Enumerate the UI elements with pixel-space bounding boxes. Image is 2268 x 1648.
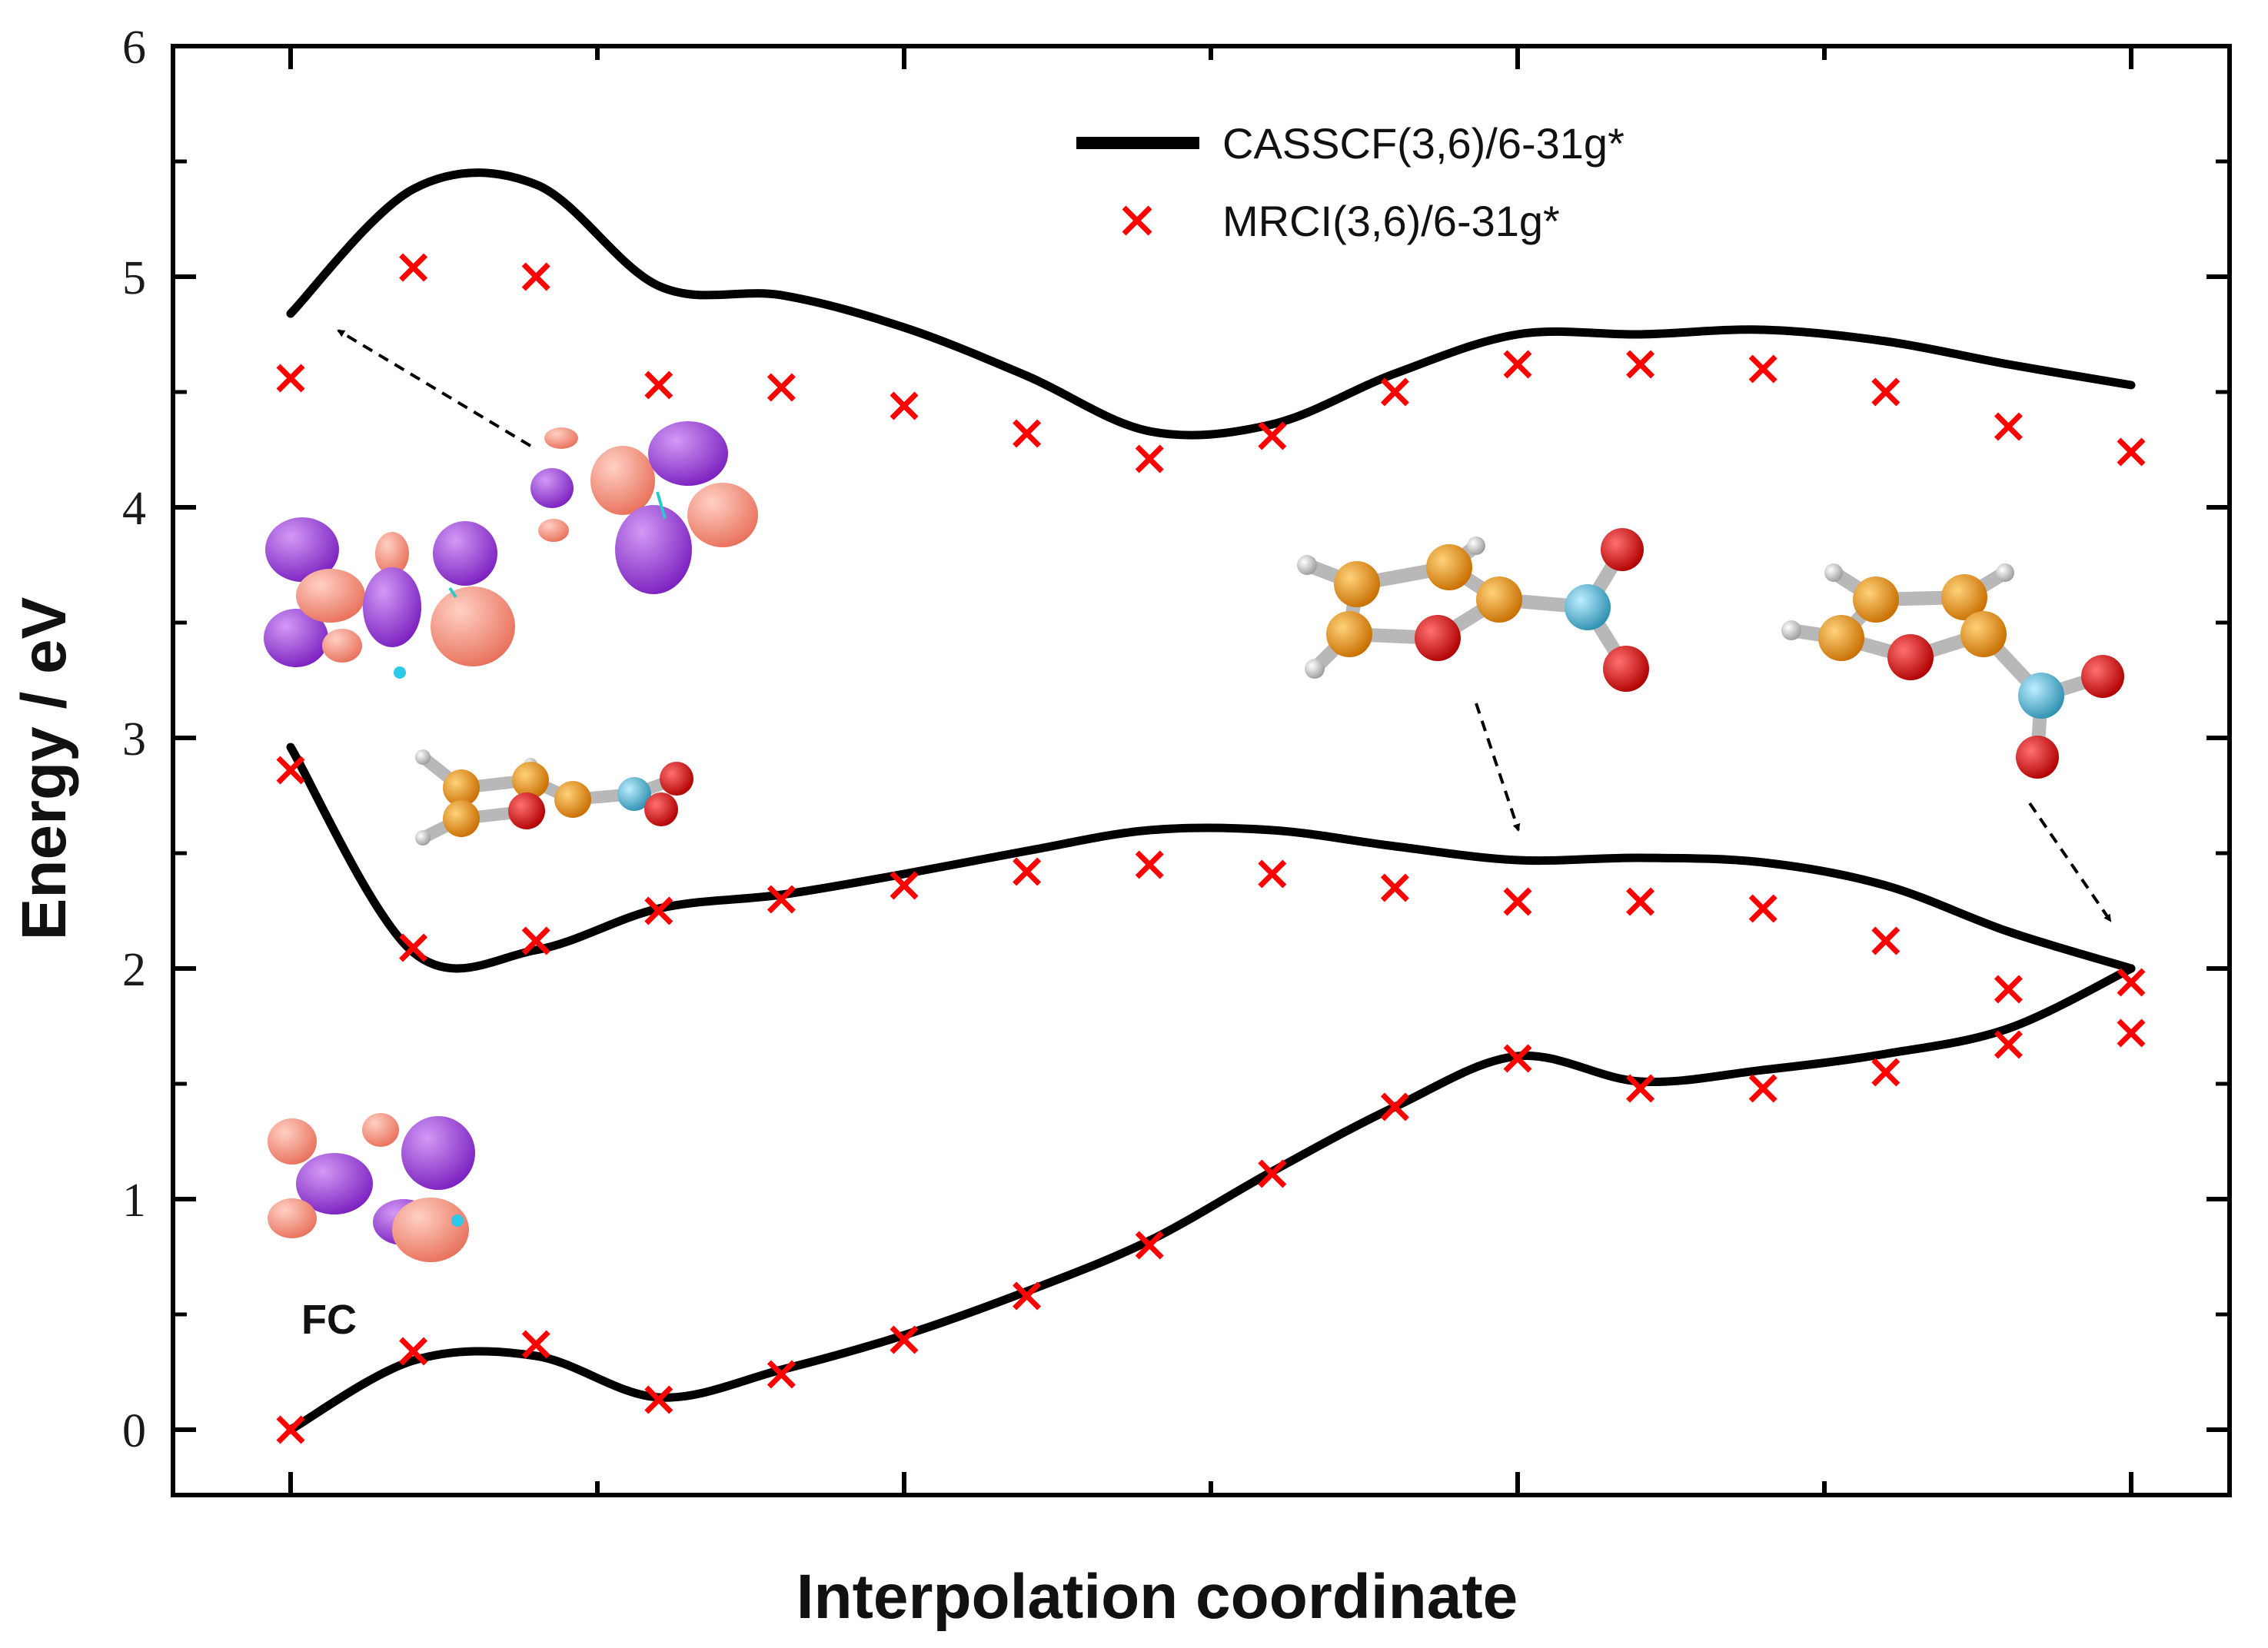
- mrci-point: [1258, 1159, 1287, 1188]
- mrci-point: [1748, 354, 1777, 384]
- molecule-fc: [415, 749, 693, 846]
- mrci-point: [276, 756, 305, 785]
- plot-frame: [171, 44, 2232, 1497]
- fc-label: FC: [301, 1297, 357, 1343]
- x-axis: [288, 46, 2133, 1495]
- mrci-point: [767, 885, 796, 914]
- y-tick-label: 2: [122, 944, 146, 996]
- mrci-point: [767, 1360, 796, 1389]
- orbital-image-s1: [264, 517, 515, 679]
- mrci-point: [644, 370, 673, 400]
- molecule-ci-geometry: [1781, 563, 2124, 779]
- y-tick-label: 5: [122, 252, 146, 304]
- y-axis: 0 1 2 3 4 5 6: [122, 22, 2230, 1457]
- mrci-point: [1626, 350, 1655, 379]
- legend: CASSCF(3,6)/6-31g* MRCI(3,6)/6-31g*: [1076, 119, 1625, 245]
- mrci-point: [890, 391, 919, 420]
- mrci-point: [521, 1330, 550, 1359]
- mrci-point: [1748, 894, 1777, 923]
- mrci-point: [890, 1325, 919, 1354]
- mrci-point: [399, 933, 428, 962]
- y-tick-label: 3: [122, 713, 146, 766]
- y-tick-label: 0: [122, 1405, 146, 1457]
- mrci-point: [1503, 350, 1532, 379]
- mrci-point: [1871, 1058, 1901, 1087]
- mrci-point: [1748, 1074, 1777, 1103]
- legend-casscf-label: CASSCF(3,6)/6-31g*: [1222, 119, 1625, 168]
- mrci-point: [767, 373, 796, 402]
- mrci-point: [644, 1385, 673, 1414]
- mrci-point: [1258, 859, 1287, 889]
- arrow-geometry-to-s1: [1475, 703, 1521, 832]
- mrci-point: [1258, 421, 1287, 450]
- casscf-line-0: [286, 168, 2136, 440]
- casscf-line-1: [286, 743, 2136, 973]
- orbital-image-s2: [530, 421, 758, 594]
- mrci-point: [1013, 857, 1042, 886]
- mrci-point: [276, 364, 305, 393]
- mrci-point: [1380, 1092, 1409, 1121]
- mrci-point: [399, 1337, 428, 1366]
- mrci-point: [276, 1415, 305, 1444]
- mrci-point: [1503, 1044, 1532, 1073]
- mrci-point: [644, 896, 673, 925]
- mrci-point: [1871, 926, 1901, 955]
- mrci-point: [1135, 1231, 1164, 1260]
- casscf-curves: [286, 168, 2136, 1434]
- mrci-point: [521, 262, 550, 291]
- mrci-point: [1135, 444, 1164, 473]
- mrci-point: [890, 871, 919, 900]
- casscf-line-2: [286, 964, 2136, 1434]
- mrci-point: [2117, 968, 2146, 997]
- legend-mrci-swatch: [1122, 205, 1152, 236]
- y-tick-label: 6: [122, 22, 146, 74]
- mrci-point: [1380, 873, 1409, 902]
- y-tick-label: 1: [122, 1175, 146, 1227]
- mrci-point: [1135, 850, 1164, 879]
- mrci-points: [276, 253, 2146, 1444]
- mrci-point: [2117, 437, 2146, 467]
- y-axis-title: Energy / eV: [9, 596, 79, 940]
- y-tick-label: 4: [122, 483, 146, 535]
- mrci-point: [1626, 887, 1655, 916]
- mrci-point: [1994, 412, 2023, 441]
- x-axis-title: Interpolation coordinate: [796, 1562, 1518, 1632]
- arrow-geometry-to-ci: [2028, 802, 2112, 922]
- mrci-point: [2117, 1018, 2146, 1048]
- mrci-point: [1994, 975, 2023, 1004]
- mrci-point: [399, 253, 428, 282]
- molecule-s1-geometry: [1297, 528, 1649, 692]
- mrci-point: [1380, 377, 1409, 407]
- mrci-point: [1994, 1030, 2023, 1059]
- mrci-point: [1013, 419, 1042, 448]
- mrci-point: [1626, 1074, 1655, 1103]
- legend-mrci-label: MRCI(3,6)/6-31g*: [1222, 197, 1560, 245]
- arrow-orbital-to-s2: [337, 329, 532, 447]
- mrci-point: [1503, 887, 1532, 916]
- mrci-point: [1871, 377, 1901, 407]
- mrci-point: [521, 926, 550, 955]
- orbital-image-s0: [268, 1113, 475, 1262]
- mrci-point: [1013, 1281, 1042, 1311]
